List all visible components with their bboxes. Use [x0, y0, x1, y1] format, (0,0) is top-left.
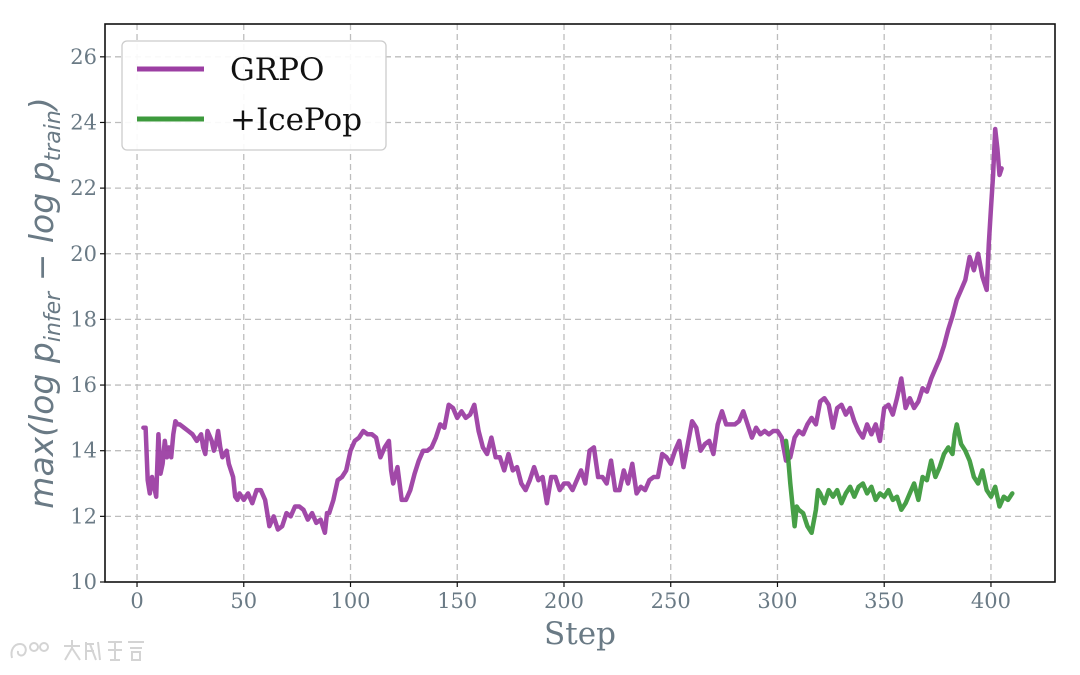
y-tick-label: 16 — [70, 373, 97, 397]
watermark-logo-icon — [10, 642, 49, 659]
y-tick-label: 24 — [70, 110, 97, 134]
y-axis-title: max(log pinfer − log ptrain) — [22, 97, 66, 508]
y-tick-label: 12 — [70, 504, 97, 528]
series-group — [141, 126, 1015, 536]
x-tick-label: 50 — [230, 589, 257, 613]
legend-label-icepop: +IcePop — [230, 102, 362, 138]
y-tick-label: 22 — [70, 176, 97, 200]
y-tick-label: 26 — [70, 45, 97, 69]
x-tick-label: 350 — [864, 589, 904, 613]
x-tick-label: 100 — [330, 589, 370, 613]
x-tick-label: 200 — [544, 589, 584, 613]
series-line-icepop — [783, 422, 1015, 536]
x-tick-label: 250 — [651, 589, 691, 613]
watermark — [8, 638, 148, 664]
legend-label-grpo: GRPO — [230, 52, 324, 88]
x-tick-label: 0 — [130, 589, 143, 613]
x-tick-label: 400 — [971, 589, 1011, 613]
x-tick-label: 300 — [757, 589, 797, 613]
grid — [105, 24, 1055, 582]
y-tick-label: 14 — [70, 439, 97, 463]
y-tick-label: 20 — [70, 242, 97, 266]
watermark-text-mark — [64, 640, 144, 661]
y-tick-label: 18 — [70, 307, 97, 331]
x-axis-title: Step — [544, 616, 616, 652]
tick-labels: 0 50 100 150 200 250 300 350 400 10 12 14 16 18 20 22 24… — [70, 45, 1011, 613]
series-line-grpo — [141, 126, 1004, 536]
plot-frame — [104, 23, 1056, 583]
legend: GRPO +IcePop — [121, 40, 387, 151]
y-tick-label: 10 — [70, 570, 97, 594]
x-tick-label: 150 — [437, 589, 477, 613]
